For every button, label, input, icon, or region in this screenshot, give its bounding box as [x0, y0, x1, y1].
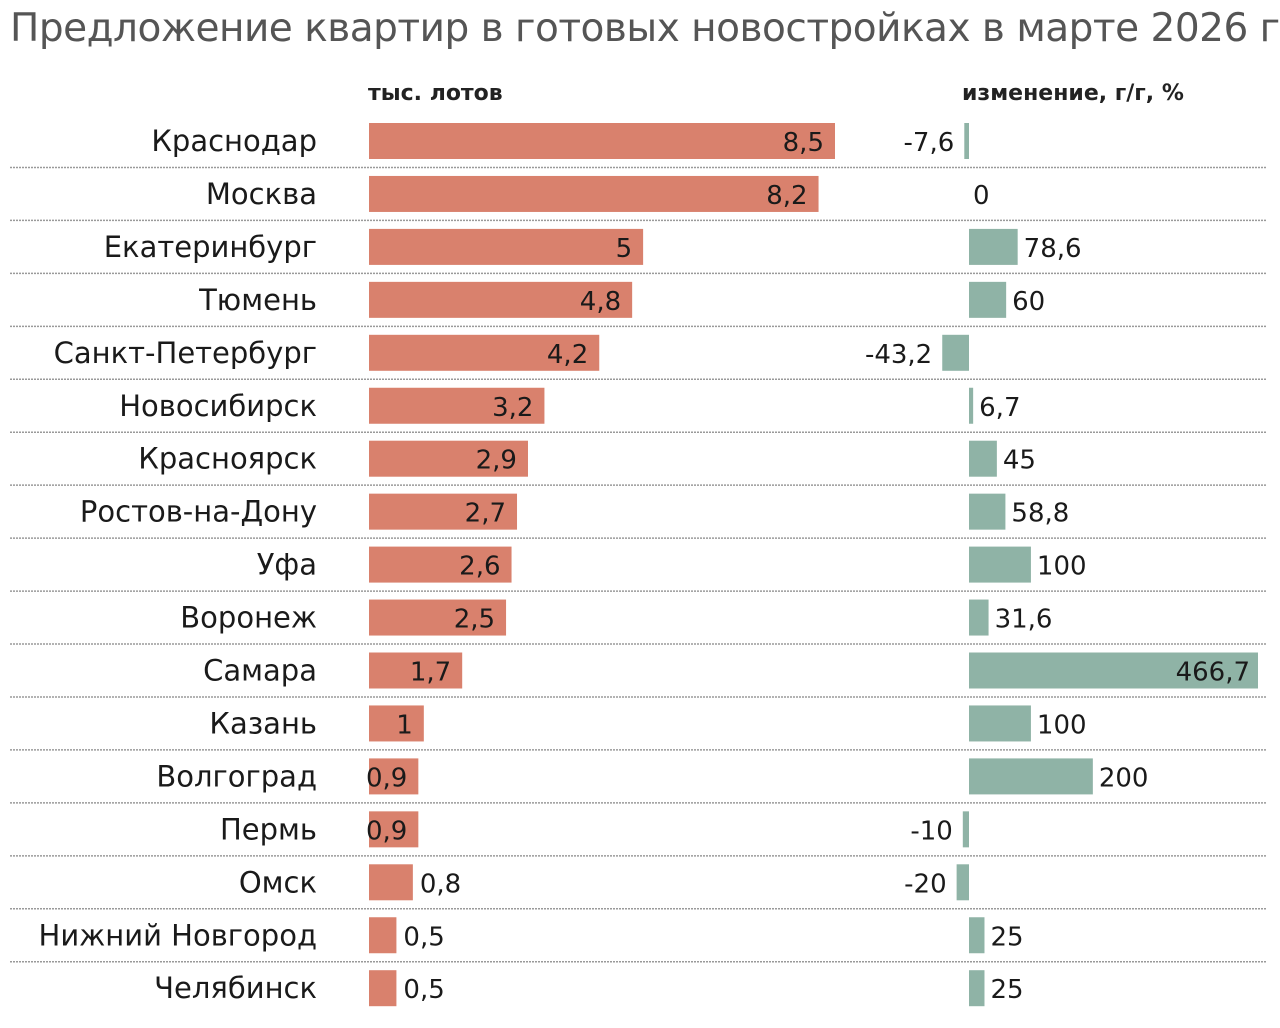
change-bar	[956, 864, 969, 901]
change-bar	[969, 917, 985, 954]
change-bar	[969, 970, 985, 1007]
volume-bar	[369, 705, 424, 742]
volume-bar	[369, 387, 545, 424]
change-bar	[964, 123, 969, 159]
change-value-label: -20	[904, 869, 946, 899]
change-value-label: 200	[1099, 763, 1149, 793]
volume-bar	[369, 970, 397, 1007]
volume-bar	[369, 599, 507, 636]
change-bar	[969, 705, 1031, 742]
category-label: Новосибирск	[119, 389, 317, 423]
volume-value-label: 2,5	[454, 605, 495, 635]
category-label: Екатеринбург	[104, 230, 317, 264]
volume-value-label: 4,2	[547, 340, 588, 370]
volume-bar	[369, 652, 463, 689]
category-label: Тюмень	[198, 283, 317, 317]
volume-value-label: 4,8	[580, 287, 621, 317]
volume-value-label: 1,7	[410, 658, 451, 688]
change-value-label: 6,7	[979, 393, 1020, 423]
change-bar	[969, 440, 997, 477]
change-bar	[969, 493, 1006, 530]
category-label: Воронеж	[180, 601, 317, 635]
change-bar	[969, 387, 974, 424]
change-value-label: 0	[973, 181, 990, 211]
change-value-label: 25	[990, 922, 1023, 952]
change-bar	[969, 652, 1258, 689]
change-bar	[969, 281, 1007, 318]
category-label: Москва	[206, 177, 317, 211]
volume-bar	[369, 228, 644, 265]
change-value-labels: -7,6 0 78,6 60 -43,2 6,7 45 58,8 100 31,6 466,7 100…	[865, 128, 1250, 1005]
change-value-label: 78,6	[1024, 234, 1082, 264]
volume-bar	[369, 440, 528, 477]
volume-bar	[369, 811, 419, 848]
change-bar	[969, 599, 989, 636]
category-label: Санкт-Петербург	[54, 336, 317, 370]
category-label: Казань	[209, 706, 317, 740]
volume-bar	[369, 123, 835, 159]
category-label: Волгоград	[156, 759, 317, 793]
volume-value-label: 0,8	[420, 869, 461, 899]
category-label: Краснодар	[151, 124, 317, 158]
change-value-label: 466,7	[1176, 658, 1250, 688]
change-value-label: 31,6	[995, 605, 1053, 635]
volume-value-label: 1	[396, 710, 413, 740]
volume-axis-header: тыс. лотов	[368, 81, 503, 106]
change-value-label: 60	[1012, 287, 1045, 317]
change-bar	[969, 546, 1031, 583]
volume-value-label: 8,5	[783, 128, 824, 158]
change-value-label: 100	[1037, 710, 1087, 740]
volume-bar	[369, 546, 512, 583]
category-label: Уфа	[257, 548, 317, 582]
change-bar	[962, 811, 969, 848]
volume-bar	[369, 175, 819, 212]
volume-bars	[369, 123, 835, 1007]
volume-bar	[369, 758, 419, 795]
volume-value-label: 0,9	[366, 763, 407, 793]
change-value-label: -43,2	[865, 340, 932, 370]
change-value-label: 25	[990, 975, 1023, 1005]
change-axis-header: изменение, г/г, %	[962, 81, 1184, 106]
volume-value-label: 2,9	[476, 446, 517, 476]
row-separators	[10, 166, 1266, 963]
category-label: Омск	[239, 865, 317, 899]
change-bars	[942, 123, 1258, 1007]
change-value-label: 100	[1037, 552, 1087, 582]
change-bar	[969, 228, 1018, 265]
category-label: Красноярск	[138, 442, 317, 476]
category-label: Самара	[203, 654, 317, 688]
volume-value-label: 0,9	[366, 816, 407, 846]
change-bar	[942, 334, 969, 371]
category-labels: Краснодар Москва Екатеринбург Тюмень Санкт-П…	[39, 124, 317, 1005]
volume-bar	[369, 493, 518, 530]
change-value-label: 58,8	[1011, 499, 1069, 529]
volume-value-label: 3,2	[492, 393, 533, 423]
change-value-label: 45	[1003, 446, 1036, 476]
change-bar	[969, 758, 1093, 795]
volume-value-label: 8,2	[766, 181, 807, 211]
category-label: Нижний Новгород	[39, 918, 317, 952]
category-label: Пермь	[220, 812, 317, 846]
volume-value-label: 2,6	[459, 552, 500, 582]
volume-bar	[369, 334, 600, 371]
category-label: Челябинск	[154, 971, 317, 1005]
volume-value-labels: 8,5 8,2 5 4,8 4,2 3,2 2,9 2,7 2,6 2,51,7 1 0,9 0,9 0,…	[366, 128, 824, 1005]
change-value-label: -7,6	[904, 128, 955, 158]
change-value-label: -10	[910, 816, 952, 846]
category-label: Ростов-на-Дону	[80, 495, 317, 529]
volume-bar	[369, 281, 633, 318]
volume-value-label: 5	[616, 234, 633, 264]
chart-title: Предложение квартир в готовых новостройк…	[10, 6, 1280, 51]
volume-value-label: 0,5	[403, 975, 444, 1005]
volume-bar	[369, 864, 413, 901]
volume-bar	[369, 917, 397, 954]
volume-value-label: 0,5	[403, 922, 444, 952]
volume-value-label: 2,7	[465, 499, 506, 529]
